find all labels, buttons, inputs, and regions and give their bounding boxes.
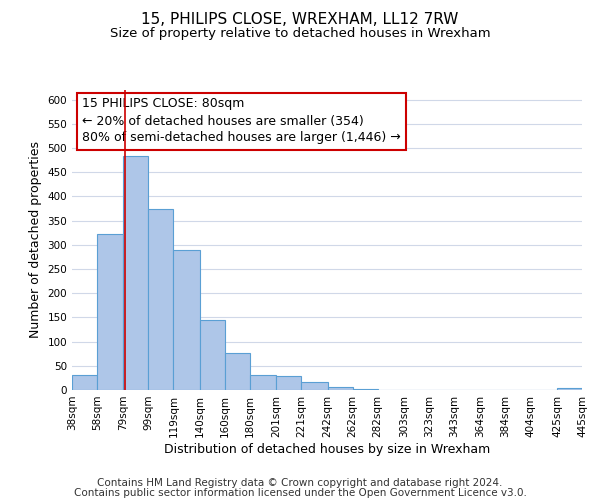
Bar xyxy=(148,209,173,390)
Text: 15 PHILIPS CLOSE: 80sqm
← 20% of detached houses are smaller (354)
80% of semi-d: 15 PHILIPS CLOSE: 80sqm ← 20% of detache… xyxy=(82,98,401,144)
X-axis label: Distribution of detached houses by size in Wrexham: Distribution of detached houses by size … xyxy=(164,442,490,456)
Bar xyxy=(250,374,276,390)
Text: Contains public sector information licensed under the Open Government Licence v3: Contains public sector information licen… xyxy=(74,488,526,498)
Bar xyxy=(173,250,200,390)
Bar xyxy=(301,382,328,390)
Bar xyxy=(200,320,225,390)
Text: 15, PHILIPS CLOSE, WREXHAM, LL12 7RW: 15, PHILIPS CLOSE, WREXHAM, LL12 7RW xyxy=(142,12,458,28)
Bar xyxy=(225,353,250,390)
Bar xyxy=(276,376,301,390)
Bar xyxy=(97,234,124,390)
Y-axis label: Number of detached properties: Number of detached properties xyxy=(29,142,42,338)
Bar xyxy=(72,374,97,390)
Bar xyxy=(124,156,148,390)
Text: Size of property relative to detached houses in Wrexham: Size of property relative to detached ho… xyxy=(110,28,490,40)
Bar xyxy=(557,388,582,390)
Text: Contains HM Land Registry data © Crown copyright and database right 2024.: Contains HM Land Registry data © Crown c… xyxy=(97,478,503,488)
Bar xyxy=(353,389,378,390)
Bar xyxy=(328,386,353,390)
